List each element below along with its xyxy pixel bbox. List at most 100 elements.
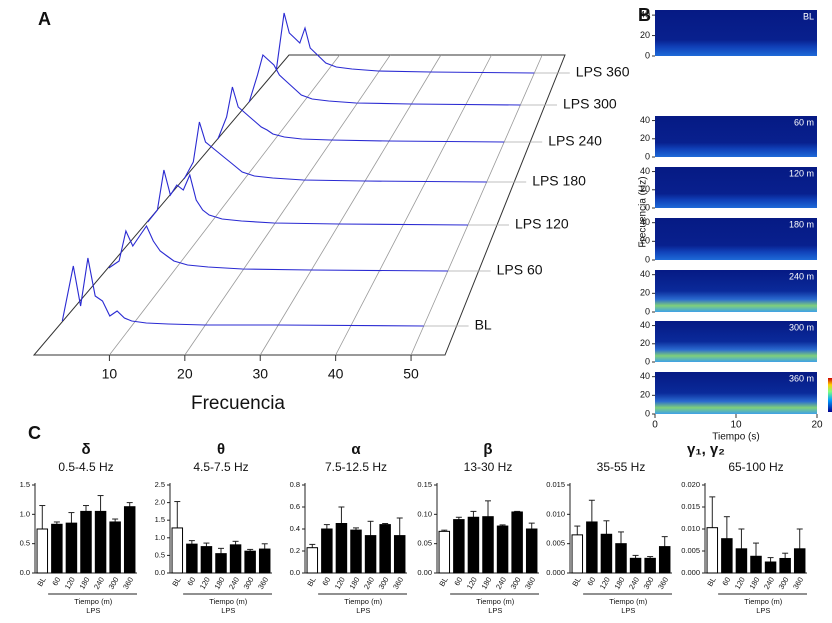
panel-label: B (638, 5, 651, 25)
y-tick-label: 0.010 (681, 524, 700, 533)
bar (496, 525, 509, 574)
bar (36, 528, 49, 574)
spectrum (217, 86, 505, 143)
y-tick-label: 40 (640, 371, 650, 381)
y-tick-label: 20 (640, 390, 650, 400)
x-tick-label: BL (170, 575, 182, 587)
bar (467, 516, 480, 574)
bar (600, 533, 613, 574)
x-tick-label: 180 (77, 575, 91, 590)
x-tick-label: 300 (642, 575, 656, 590)
y-tick-label: 0.0 (290, 568, 300, 577)
x-tick-label: 360 (391, 575, 405, 590)
y-tick-label: 20 (640, 338, 650, 348)
chart-title: θ (217, 441, 225, 458)
x-tick-label: 20 (811, 420, 823, 431)
floor (32, 54, 566, 356)
x-tick-label: BL (570, 575, 582, 587)
bar (438, 530, 451, 574)
y-tick-label: 0.000 (546, 568, 565, 577)
x-tick-label: 10 (102, 366, 118, 382)
series-label: LPS 60 (497, 262, 543, 278)
x-tick-label: 120 (63, 575, 77, 590)
y-tick-label: 40 (640, 115, 650, 125)
chart-title: β (483, 441, 492, 458)
x-tick-label: 300 (777, 575, 791, 590)
bar (186, 543, 198, 574)
bar (109, 521, 121, 574)
x-tick-label: 360 (121, 575, 135, 590)
y-tick-label: 0.005 (546, 539, 565, 548)
x-tick-label: 0 (652, 420, 658, 431)
x-tick-label: 120 (333, 575, 347, 590)
x-axis-label: Tiempo (m) (344, 597, 383, 606)
y-tick-label: 40 (640, 9, 650, 19)
y-tick-label: 1.5 (20, 480, 30, 489)
bar (364, 535, 377, 574)
x-axis-label: Tiempo (m) (476, 597, 515, 606)
x-tick-label: BL (437, 575, 449, 587)
group-label: LPS (756, 606, 770, 615)
panel-label: A (38, 9, 51, 29)
y-tick-label: 0.015 (681, 502, 700, 511)
panel-tag: 300 m (789, 322, 814, 332)
x-tick-label: 300 (509, 575, 523, 590)
x-tick-label: 240 (494, 575, 508, 590)
bar (215, 553, 227, 574)
spectrogram-image (655, 10, 817, 56)
bar (735, 548, 748, 574)
chart-title: γ₁, γ₂ (687, 441, 725, 458)
y-tick-label: 0.010 (546, 509, 565, 518)
spectrogram-image (655, 321, 817, 362)
y-tick-label: 0 (645, 356, 650, 366)
x-tick-label: BL (35, 575, 47, 587)
x-tick-label: 300 (107, 575, 121, 590)
x-tick-label: 120 (465, 575, 479, 590)
x-tick-label: 240 (627, 575, 641, 590)
chart-subtitle: 0.5-4.5 Hz (58, 460, 113, 474)
y-tick-label: 0.05 (417, 539, 432, 548)
grid-line (184, 54, 391, 356)
bar (306, 547, 319, 574)
y-tick-label: 1.5 (155, 515, 165, 524)
bar (721, 538, 733, 574)
bar (80, 510, 92, 574)
x-tick-label: 60 (452, 575, 464, 587)
y-tick-label: 0.5 (155, 550, 165, 559)
grid-line (259, 54, 442, 356)
y-tick-label: 0 (645, 50, 650, 60)
spectrum (61, 257, 424, 327)
bar (65, 522, 78, 574)
y-tick-label: 0.015 (546, 480, 565, 489)
spectrogram-image (655, 116, 817, 157)
y-tick-label: 0 (645, 408, 650, 418)
y-tick-label: 0.000 (681, 568, 700, 577)
spectrogram-image (655, 167, 817, 208)
grid-line (410, 54, 543, 356)
y-tick-label: 0 (645, 151, 650, 161)
y-tick-label: 20 (640, 236, 650, 246)
bar (525, 528, 538, 574)
panel-tag: BL (803, 11, 814, 21)
bar (706, 527, 719, 574)
spectrogram-image (655, 218, 817, 260)
series-label: BL (475, 317, 492, 333)
bar (615, 543, 627, 574)
series-label: LPS 360 (576, 64, 630, 80)
grid-line (109, 54, 340, 356)
group-label: LPS (621, 606, 635, 615)
y-tick-label: 0.020 (681, 480, 700, 489)
bar (321, 528, 333, 574)
panel-tag: 120 m (789, 168, 814, 178)
bar (658, 546, 671, 574)
spectrum (108, 224, 448, 272)
spectrogram-image (655, 372, 817, 414)
bar (171, 527, 184, 574)
spectrum (183, 121, 487, 183)
y-tick-label: 0.005 (681, 546, 700, 555)
x-tick-label: 360 (256, 575, 270, 590)
y-tick-label: 1.0 (20, 509, 30, 518)
x-tick-label: 60 (720, 575, 732, 587)
x-tick-label: 20 (177, 366, 193, 382)
bar (94, 510, 107, 574)
